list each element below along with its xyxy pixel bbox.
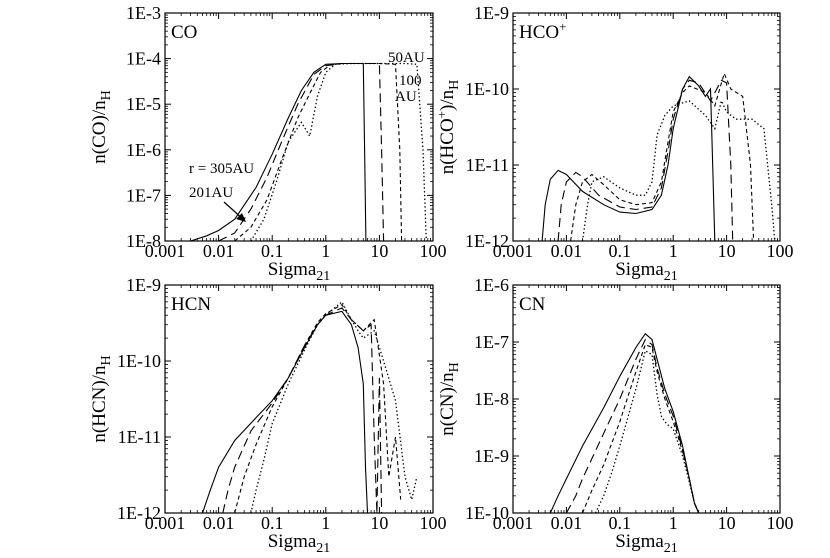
y-axis-title: n(HCO+)/nH	[434, 80, 462, 175]
series-line-201AU	[222, 307, 383, 513]
series-line-305AU	[201, 310, 369, 513]
x-tick-label: 1	[321, 241, 330, 261]
annotation-label: 100	[399, 73, 422, 89]
x-tick-label: 0.1	[261, 513, 284, 533]
x-tick-label: 0.001	[493, 241, 534, 261]
x-tick-label: 10	[718, 241, 736, 261]
y-tick-label: 1E-7	[126, 185, 161, 205]
series-line-50AU	[581, 98, 776, 241]
series-line-201AU	[565, 338, 700, 513]
x-tick-label: 10	[370, 241, 388, 261]
x-tick-label: 0.01	[203, 513, 235, 533]
series-line-100AU	[234, 303, 402, 513]
x-tick-label: 0.001	[145, 513, 186, 533]
y-tick-label: 1E-6	[126, 140, 161, 160]
panel-hcn: 0.001 0.01 0.1 1 10 100 1E-12 1E-11 1E-10 1E-9 Sig…	[89, 275, 447, 556]
x-tick-label: 0.001	[493, 513, 534, 533]
series-line-100AU	[234, 62, 403, 241]
y-tick-label: 1E-9	[474, 446, 509, 466]
plot-frame	[164, 12, 434, 242]
y-tick-label: 1E-9	[474, 3, 509, 23]
series-line-305AU	[549, 332, 700, 513]
y-tick-label: 1E-11	[118, 427, 161, 447]
y-tick-label: 1E-11	[466, 155, 509, 175]
panel-co: 0.001 0.01 0.1 1 10 100 1E-8 1E-7 1E-6 1E-5 1E-4 1E…	[89, 3, 447, 284]
x-tick-label: 100	[767, 513, 794, 533]
annotation-label: AU	[395, 89, 417, 105]
y-tick-label: 1E-9	[126, 275, 161, 295]
x-axis-title: Sigma21	[615, 259, 678, 284]
y-tick-label: 1E-12	[117, 503, 161, 523]
series-line-305AU	[190, 62, 367, 241]
y-tick-label: 1E-8	[126, 231, 161, 251]
series-line-50AU	[250, 300, 418, 513]
panel-title: HCO+	[519, 19, 566, 43]
x-tick-label: 1	[321, 513, 330, 533]
x-tick-label: 1	[669, 513, 678, 533]
x-tick-label: 0.1	[609, 241, 632, 261]
x-tick-label: 0.1	[609, 513, 632, 533]
x-axis-title: Sigma21	[268, 259, 331, 284]
y-tick-label: 1E-10	[465, 79, 509, 99]
annotation-label: 201AU	[189, 185, 233, 201]
y-axis-title: n(HCN)/nH	[89, 355, 114, 442]
y-tick-label: 1E-12	[465, 231, 509, 251]
series-line-50AU	[594, 349, 700, 513]
x-tick-label: 0.01	[203, 241, 235, 261]
x-tick-label: 0.1	[261, 241, 284, 261]
y-tick-label: 1E-10	[465, 503, 509, 523]
x-tick-label: 0.001	[145, 241, 186, 261]
series-line-100AU	[570, 71, 755, 241]
y-tick-label: 1E-8	[474, 389, 509, 409]
panel-cn: 0.001 0.01 0.1 1 10 100 1E-10 1E-9 1E-8 1E-7 1E-6 S…	[437, 275, 794, 556]
x-tick-label: 100	[420, 241, 447, 261]
y-axis-title: n(CN)/nH	[437, 362, 462, 435]
x-tick-label: 10	[718, 513, 736, 533]
x-tick-label: 0.01	[551, 513, 583, 533]
x-tick-label: 0.01	[551, 241, 583, 261]
x-axis-title: Sigma21	[268, 531, 331, 556]
series-line-100AU	[581, 343, 700, 513]
annotation-arrowhead	[236, 213, 246, 222]
y-tick-label: 1E-5	[126, 94, 161, 114]
series-line-50AU	[250, 62, 427, 241]
x-tick-label: 100	[767, 241, 794, 261]
series-line-201AU	[557, 79, 734, 241]
y-tick-label: 1E-3	[126, 3, 161, 23]
plot-frame	[512, 284, 781, 514]
y-tick-label: 1E-4	[126, 49, 161, 69]
y-tick-label: 1E-10	[117, 351, 161, 371]
panel-hco: 0.001 0.01 0.1 1 10 100 1E-12 1E-11 1E-10 1E-9 Sig…	[434, 3, 794, 284]
panel-title: CO	[171, 22, 197, 43]
x-tick-label: 1	[669, 241, 678, 261]
x-tick-label: 10	[370, 513, 388, 533]
annotation-label: r = 305AU	[189, 161, 254, 177]
panel-title: HCN	[171, 294, 211, 315]
panel-title: CN	[519, 294, 546, 315]
series-line-201AU	[218, 62, 385, 241]
x-axis-title: Sigma21	[615, 531, 678, 556]
x-tick-label: 100	[420, 513, 447, 533]
series-line-305AU	[541, 75, 716, 241]
y-axis-title: n(CO)/nH	[89, 90, 114, 163]
y-tick-label: 1E-7	[474, 332, 509, 352]
y-tick-label: 1E-6	[474, 275, 509, 295]
annotation-label: 50AU	[388, 50, 425, 66]
plot-frame	[512, 12, 781, 242]
plot-frame	[164, 284, 434, 514]
